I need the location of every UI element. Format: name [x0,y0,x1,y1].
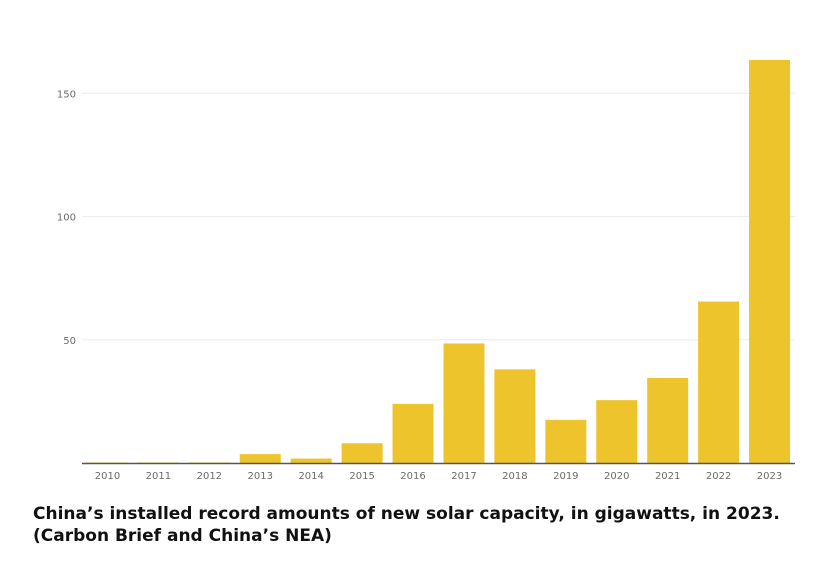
bar-2016 [392,403,434,463]
x-tick-label: 2017 [451,471,476,482]
bar-2021 [647,377,689,463]
x-tick-label: 2018 [502,471,527,482]
x-tick-label: 2022 [706,471,731,482]
y-tick-label: 50 [63,336,76,347]
x-tick-label: 2016 [400,471,425,482]
x-tick-label: 2013 [248,471,273,482]
x-tick-label: 2012 [197,471,222,482]
bar-2019 [545,419,587,463]
figure-caption: China’s installed record amounts of new … [33,504,780,546]
bar-2018 [494,369,536,463]
bar-2022 [698,301,740,463]
x-tick-label: 2019 [553,471,578,482]
bar-2013 [239,454,281,463]
x-tick-label: 2023 [757,471,782,482]
bar-2023 [749,59,791,463]
bars [86,59,791,463]
bar-2014 [290,458,332,463]
gridlines [82,92,795,341]
x-tick-label: 2010 [95,471,120,482]
bar-2017 [443,343,485,463]
bar-2015 [341,443,383,463]
y-tick-label: 100 [57,213,76,224]
x-tick-label: 2014 [298,471,323,482]
bar-2020 [596,400,638,463]
y-tick-label: 150 [57,89,76,100]
x-tick-label: 2015 [349,471,374,482]
x-axis-ticks: 2010 2011 2012 2013 2014 2015 2016 2017 2018 2019… [95,471,783,482]
x-tick-label: 2011 [146,471,171,482]
y-axis-ticks: 50 100 150 [57,89,76,347]
x-tick-label: 2020 [604,471,629,482]
x-tick-label: 2021 [655,471,680,482]
